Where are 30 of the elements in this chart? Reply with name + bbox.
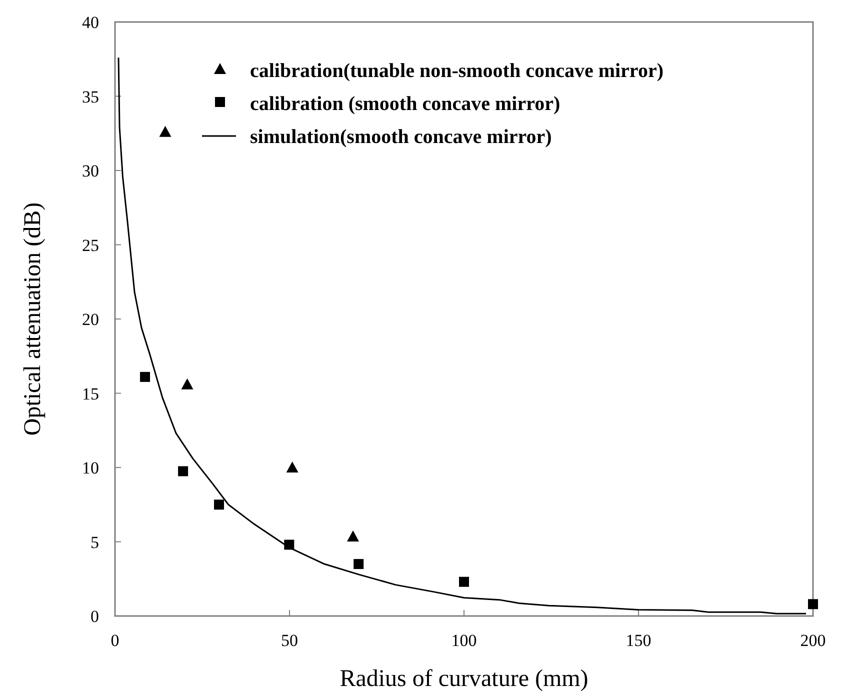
point [181,378,194,390]
line-series [118,56,807,614]
legend-label: simulation(smooth concave mirror) [250,126,552,148]
y-tick-label: 15 [82,384,99,404]
point [286,462,298,472]
legend-label: calibration(tunable non-smooth concave mirror) [250,60,664,82]
point [178,466,188,476]
x-tick-label: 150 [626,631,652,650]
x-tick-label: 0 [110,631,120,650]
y-tick-label: 40 [82,13,99,32]
y-tick-label: 10 [82,458,99,478]
point [354,559,364,570]
point [808,599,818,610]
point [159,126,172,137]
y-tick-label: 35 [82,87,99,106]
x-tick-label: 50 [281,631,298,650]
y-axis-title: Optical attenuation (dB) [20,202,46,436]
point [347,530,360,542]
y-tick-label: 30 [82,162,99,180]
x-tick-label: 200 [800,631,826,650]
x-axis-title: Radius of curvature (mm) [340,666,588,692]
point [459,576,469,587]
point [140,372,150,382]
y-tick-label: 0 [90,607,99,626]
point [214,500,224,510]
x-tick-label: 100 [451,631,477,650]
legend-label: calibration (smooth concave mirror) [250,93,560,115]
y-tick-label: 20 [82,310,99,329]
y-tick-label: 5 [90,532,99,552]
y-tick-label: 25 [82,236,99,255]
